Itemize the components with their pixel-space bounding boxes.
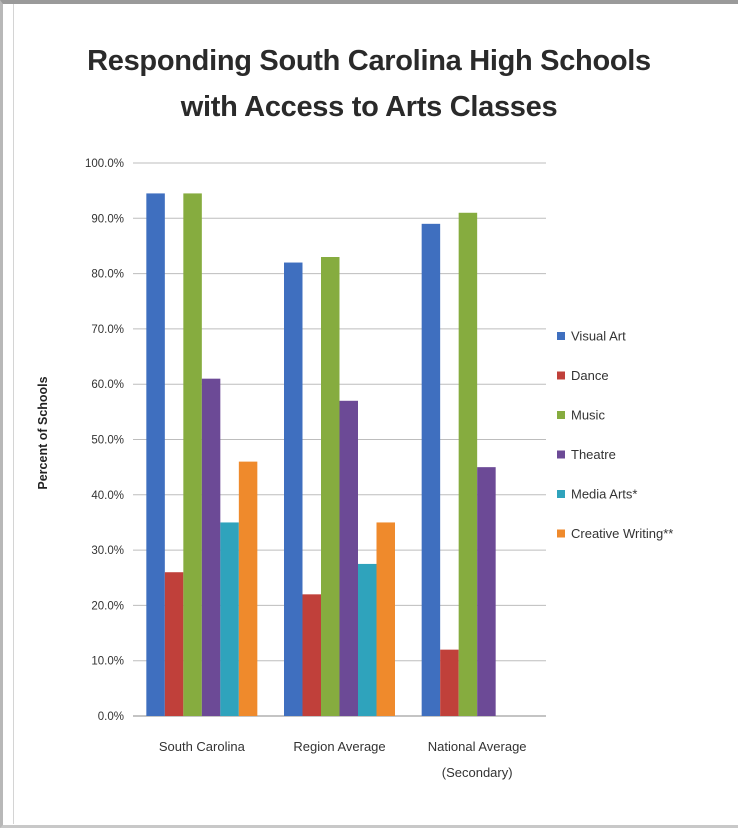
bar-music [458, 212, 478, 716]
y-tick-label: 0.0% [98, 711, 124, 723]
legend-swatch [557, 529, 565, 538]
chart-title-line-2: with Access to Arts Classes [180, 91, 558, 123]
chart-title-line-1: Responding South Carolina High Schools [87, 45, 651, 77]
bar-music [183, 193, 202, 717]
x-category-label: (Secondary) [442, 765, 513, 780]
legend-swatch [557, 490, 565, 498]
y-tick-label: 30.0% [91, 545, 124, 557]
bar-dance [440, 649, 459, 716]
bar-creative-writing [238, 461, 258, 716]
legend-label: Visual Art [571, 329, 626, 344]
bar-creative-writing [376, 522, 395, 716]
y-tick-label: 40.0% [91, 490, 124, 502]
bar-theatre [339, 400, 358, 716]
bar-theatre [201, 378, 221, 716]
legend-label: Dance [571, 368, 609, 383]
legend-swatch [557, 411, 565, 419]
legend-label: Media Arts* [571, 487, 637, 502]
y-axis-title: Percent of Schools [36, 376, 50, 489]
bar-dance [164, 572, 184, 716]
x-category-label: National Average [428, 739, 527, 754]
y-tick-label: 90.0% [91, 213, 124, 225]
bar-visual-art [284, 262, 303, 716]
legend-swatch [557, 450, 565, 459]
bar-visual-art [421, 223, 441, 716]
x-category-label: Region Average [293, 739, 385, 754]
frame-divider [13, 4, 14, 824]
y-tick-label: 10.0% [91, 656, 124, 668]
bar-theatre [477, 467, 496, 716]
y-tick-label: 50.0% [91, 435, 124, 447]
x-category-label: South Carolina [159, 739, 246, 754]
chart-title: Responding South Carolina High Schools w… [0, 38, 738, 130]
y-tick-label: 80.0% [91, 269, 124, 281]
legend-label: Theatre [571, 447, 616, 462]
y-tick-label: 20.0% [91, 600, 124, 612]
legend-swatch [557, 332, 565, 340]
y-tick-label: 100.0% [85, 158, 124, 170]
bar-media-arts [358, 563, 377, 716]
y-tick-label: 60.0% [91, 379, 124, 391]
bar-media-arts [220, 522, 239, 716]
legend-label: Creative Writing** [571, 526, 673, 541]
bar-visual-art [146, 193, 165, 717]
bar-music [321, 257, 340, 716]
bar-dance [302, 594, 321, 716]
legend-swatch [557, 371, 565, 380]
legend-label: Music [571, 408, 605, 423]
y-tick-label: 70.0% [91, 324, 124, 336]
